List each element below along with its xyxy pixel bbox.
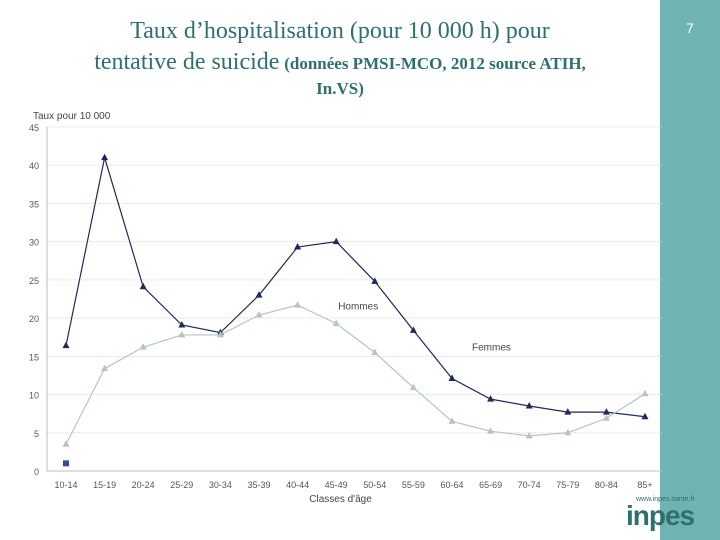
data-point-femmes bbox=[602, 408, 610, 415]
series-label-femmes: Femmes bbox=[472, 343, 511, 354]
y-tick-label: 15 bbox=[29, 352, 39, 362]
y-tick-label: 0 bbox=[34, 467, 39, 477]
data-point-femmes bbox=[448, 374, 456, 382]
data-point-femmes bbox=[564, 408, 572, 415]
extra-point-marker bbox=[63, 460, 69, 467]
title-line-3: In.VS) bbox=[316, 79, 364, 99]
data-point-femmes bbox=[371, 277, 379, 284]
data-point-hommes bbox=[255, 311, 263, 318]
data-point-hommes bbox=[332, 319, 340, 326]
series-line-femmes bbox=[65, 157, 646, 418]
data-point-hommes bbox=[62, 440, 70, 447]
y-tick-label: 30 bbox=[29, 238, 39, 248]
data-point-femmes bbox=[487, 395, 495, 402]
x-tick-label: 75-79 bbox=[556, 480, 579, 490]
series-label-hommes: Hommes bbox=[338, 301, 378, 312]
x-tick-label: 80-84 bbox=[595, 480, 618, 490]
title-line-2: tentative de suicide (données PMSI-MCO, … bbox=[20, 47, 660, 78]
y-tick-label: 40 bbox=[29, 161, 39, 171]
chart-series bbox=[62, 153, 649, 467]
x-tick-label: 35-39 bbox=[247, 480, 270, 490]
y-tick-label: 5 bbox=[34, 429, 39, 439]
x-tick-label: 20-24 bbox=[132, 480, 155, 490]
data-point-femmes bbox=[525, 402, 533, 409]
sidebar-band bbox=[660, 0, 720, 540]
data-point-hommes bbox=[216, 330, 224, 338]
inpes-logo: inpes bbox=[626, 500, 695, 531]
chart-labels: 0 5 10 15 20 25 30 35 40 45 10-14 15-19 20-24 25-29 30… bbox=[29, 111, 653, 505]
x-tick-label: 85+ bbox=[637, 480, 652, 490]
y-tick-label: 25 bbox=[29, 276, 39, 286]
x-tick-label: 65-69 bbox=[479, 480, 502, 490]
data-point-hommes bbox=[448, 417, 456, 424]
title-source-text: (données PMSI-MCO, 2012 source ATIH, bbox=[284, 54, 586, 74]
x-tick-label: 40-44 bbox=[286, 480, 309, 490]
x-tick-label: 70-74 bbox=[518, 480, 541, 490]
data-point-femmes bbox=[641, 412, 649, 420]
data-point-hommes bbox=[409, 383, 417, 391]
x-tick-label: 10-14 bbox=[54, 480, 77, 490]
data-point-femmes bbox=[332, 237, 340, 245]
data-point-hommes bbox=[139, 343, 147, 350]
y-tick-label: 45 bbox=[29, 123, 39, 133]
y-tick-label: 20 bbox=[29, 314, 39, 324]
data-point-femmes bbox=[139, 282, 147, 290]
x-tick-label: 60-64 bbox=[440, 480, 463, 490]
chart-grid bbox=[47, 126, 662, 434]
x-tick-label: 45-49 bbox=[325, 480, 348, 490]
data-point-femmes bbox=[294, 243, 302, 250]
data-point-hommes bbox=[178, 330, 186, 338]
y-axis-label: Taux pour 10 000 bbox=[33, 111, 111, 122]
data-point-femmes bbox=[178, 320, 186, 328]
logo-url: www.inpes.sante.fr bbox=[636, 496, 695, 503]
x-tick-label: 30-34 bbox=[209, 480, 232, 490]
x-tick-label: 15-19 bbox=[93, 480, 116, 490]
x-axis-label: Classes d'âge bbox=[309, 494, 372, 505]
x-tick-label: 25-29 bbox=[170, 480, 193, 490]
y-tick-label: 10 bbox=[29, 391, 39, 401]
data-point-hommes bbox=[641, 389, 649, 397]
series-line-hommes bbox=[65, 304, 646, 445]
y-tick-label: 35 bbox=[29, 199, 39, 209]
page-number: 7 bbox=[686, 20, 694, 36]
data-point-femmes bbox=[101, 153, 109, 161]
data-point-hommes bbox=[487, 427, 495, 434]
title-line-1: Taux d’hospitalisation (pour 10 000 h) p… bbox=[130, 18, 550, 44]
x-tick-label: 50-54 bbox=[363, 480, 386, 490]
data-point-hommes bbox=[602, 414, 610, 421]
chart-axes bbox=[46, 127, 662, 472]
data-point-hommes bbox=[564, 428, 572, 436]
data-point-femmes bbox=[409, 326, 417, 333]
data-point-hommes bbox=[101, 364, 109, 372]
data-point-hommes bbox=[525, 431, 533, 439]
data-point-hommes bbox=[371, 348, 379, 356]
slide-title: Taux d’hospitalisation (pour 10 000 h) p… bbox=[20, 16, 660, 100]
x-tick-label: 55-59 bbox=[402, 480, 425, 490]
data-point-hommes bbox=[294, 301, 302, 308]
title-main-text: tentative de suicide bbox=[94, 49, 280, 76]
data-point-femmes bbox=[62, 341, 70, 349]
data-point-femmes bbox=[255, 291, 263, 298]
